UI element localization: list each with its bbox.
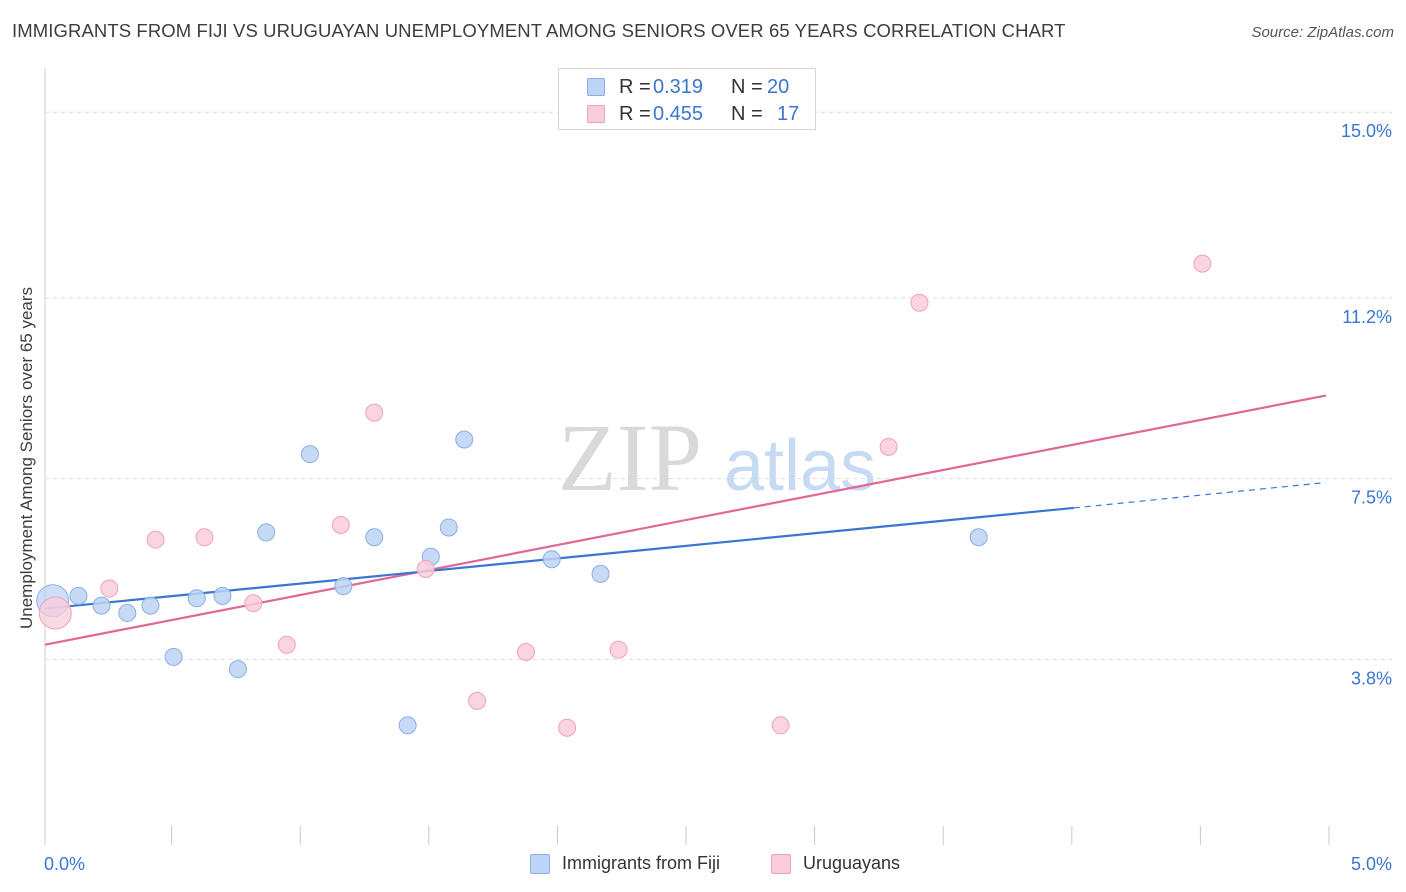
point-fiji (187, 589, 206, 608)
n-label: N = (731, 76, 763, 98)
legend-swatch-uruguayans (771, 854, 791, 874)
correlation-legend: R = 0.319 N = 20 R = 0.455 N = 17 (558, 68, 816, 130)
point-fiji (213, 586, 232, 605)
watermark: ZIP atlas (558, 404, 876, 511)
point-fiji (591, 564, 610, 583)
point-uruguayans (277, 635, 296, 654)
legend-swatch-uruguayans (587, 105, 605, 123)
point-fiji (439, 518, 458, 537)
point-uruguayans (516, 643, 535, 662)
point-uruguayans (38, 596, 72, 630)
point-fiji (141, 596, 160, 615)
point-uruguayans (331, 516, 350, 535)
point-fiji (334, 577, 353, 596)
legend-row-fiji: R = 0.319 N = 20 (559, 74, 815, 100)
point-uruguayans (146, 530, 165, 549)
watermark-zip: ZIP (558, 404, 702, 511)
y-tick-label: 15.0% (1341, 121, 1392, 141)
point-fiji (164, 647, 183, 666)
point-fiji (455, 430, 474, 449)
point-uruguayans (100, 579, 119, 598)
point-fiji (365, 528, 384, 547)
chart-title: IMMIGRANTS FROM FIJI VS URUGUAYAN UNEMPL… (12, 20, 1066, 41)
point-uruguayans (1193, 254, 1212, 273)
points-layer (36, 254, 1212, 737)
x-tick-label: 0.0% (44, 854, 85, 874)
point-uruguayans (468, 691, 487, 710)
point-fiji (300, 445, 319, 464)
point-uruguayans (771, 716, 790, 735)
point-fiji (398, 716, 417, 735)
point-fiji (118, 603, 137, 622)
trendline-fiji-extension (1073, 481, 1326, 509)
grid-layer (45, 111, 1392, 660)
point-uruguayans (609, 640, 628, 659)
r-label: R = (619, 103, 651, 125)
n-value: 20 (767, 76, 790, 98)
point-uruguayans (195, 528, 214, 547)
point-uruguayans (365, 403, 384, 422)
legend-swatch-fiji (587, 78, 605, 96)
n-label: N = (731, 103, 763, 125)
axis-layer (44, 68, 1330, 845)
r-label: R = (619, 76, 651, 98)
point-uruguayans (910, 293, 929, 312)
point-uruguayans (416, 559, 435, 578)
point-fiji (228, 660, 247, 679)
y-tick-label: 3.8% (1351, 668, 1392, 688)
tick-labels: 3.8% 7.5% 11.2% 15.0% 0.0% 5.0% (44, 121, 1392, 874)
legend-label-uruguayans: Uruguayans (803, 853, 901, 873)
point-fiji (257, 523, 276, 542)
legend-swatch-fiji (530, 854, 550, 874)
source-credit: Source: ZipAtlas.com (1251, 24, 1394, 41)
n-value: 17 (777, 103, 800, 125)
x-tick-label: 5.0% (1351, 854, 1392, 874)
watermark-atlas: atlas (724, 426, 876, 506)
legend-label-fiji: Immigrants from Fiji (562, 853, 721, 873)
point-fiji (69, 586, 88, 605)
point-uruguayans (558, 718, 577, 737)
point-uruguayans (244, 594, 263, 613)
point-uruguayans (879, 437, 898, 456)
y-tick-label: 7.5% (1351, 488, 1392, 508)
point-fiji (542, 550, 561, 569)
y-tick-label: 11.2% (1342, 307, 1392, 327)
point-fiji (969, 528, 988, 547)
r-value: 0.455 (653, 103, 704, 125)
y-axis-label: Unemployment Among Seniors over 65 years (17, 286, 36, 630)
r-value: 0.319 (653, 76, 704, 98)
legend-row-uruguayans: R = 0.455 N = 17 (559, 101, 815, 127)
point-fiji (92, 596, 111, 615)
